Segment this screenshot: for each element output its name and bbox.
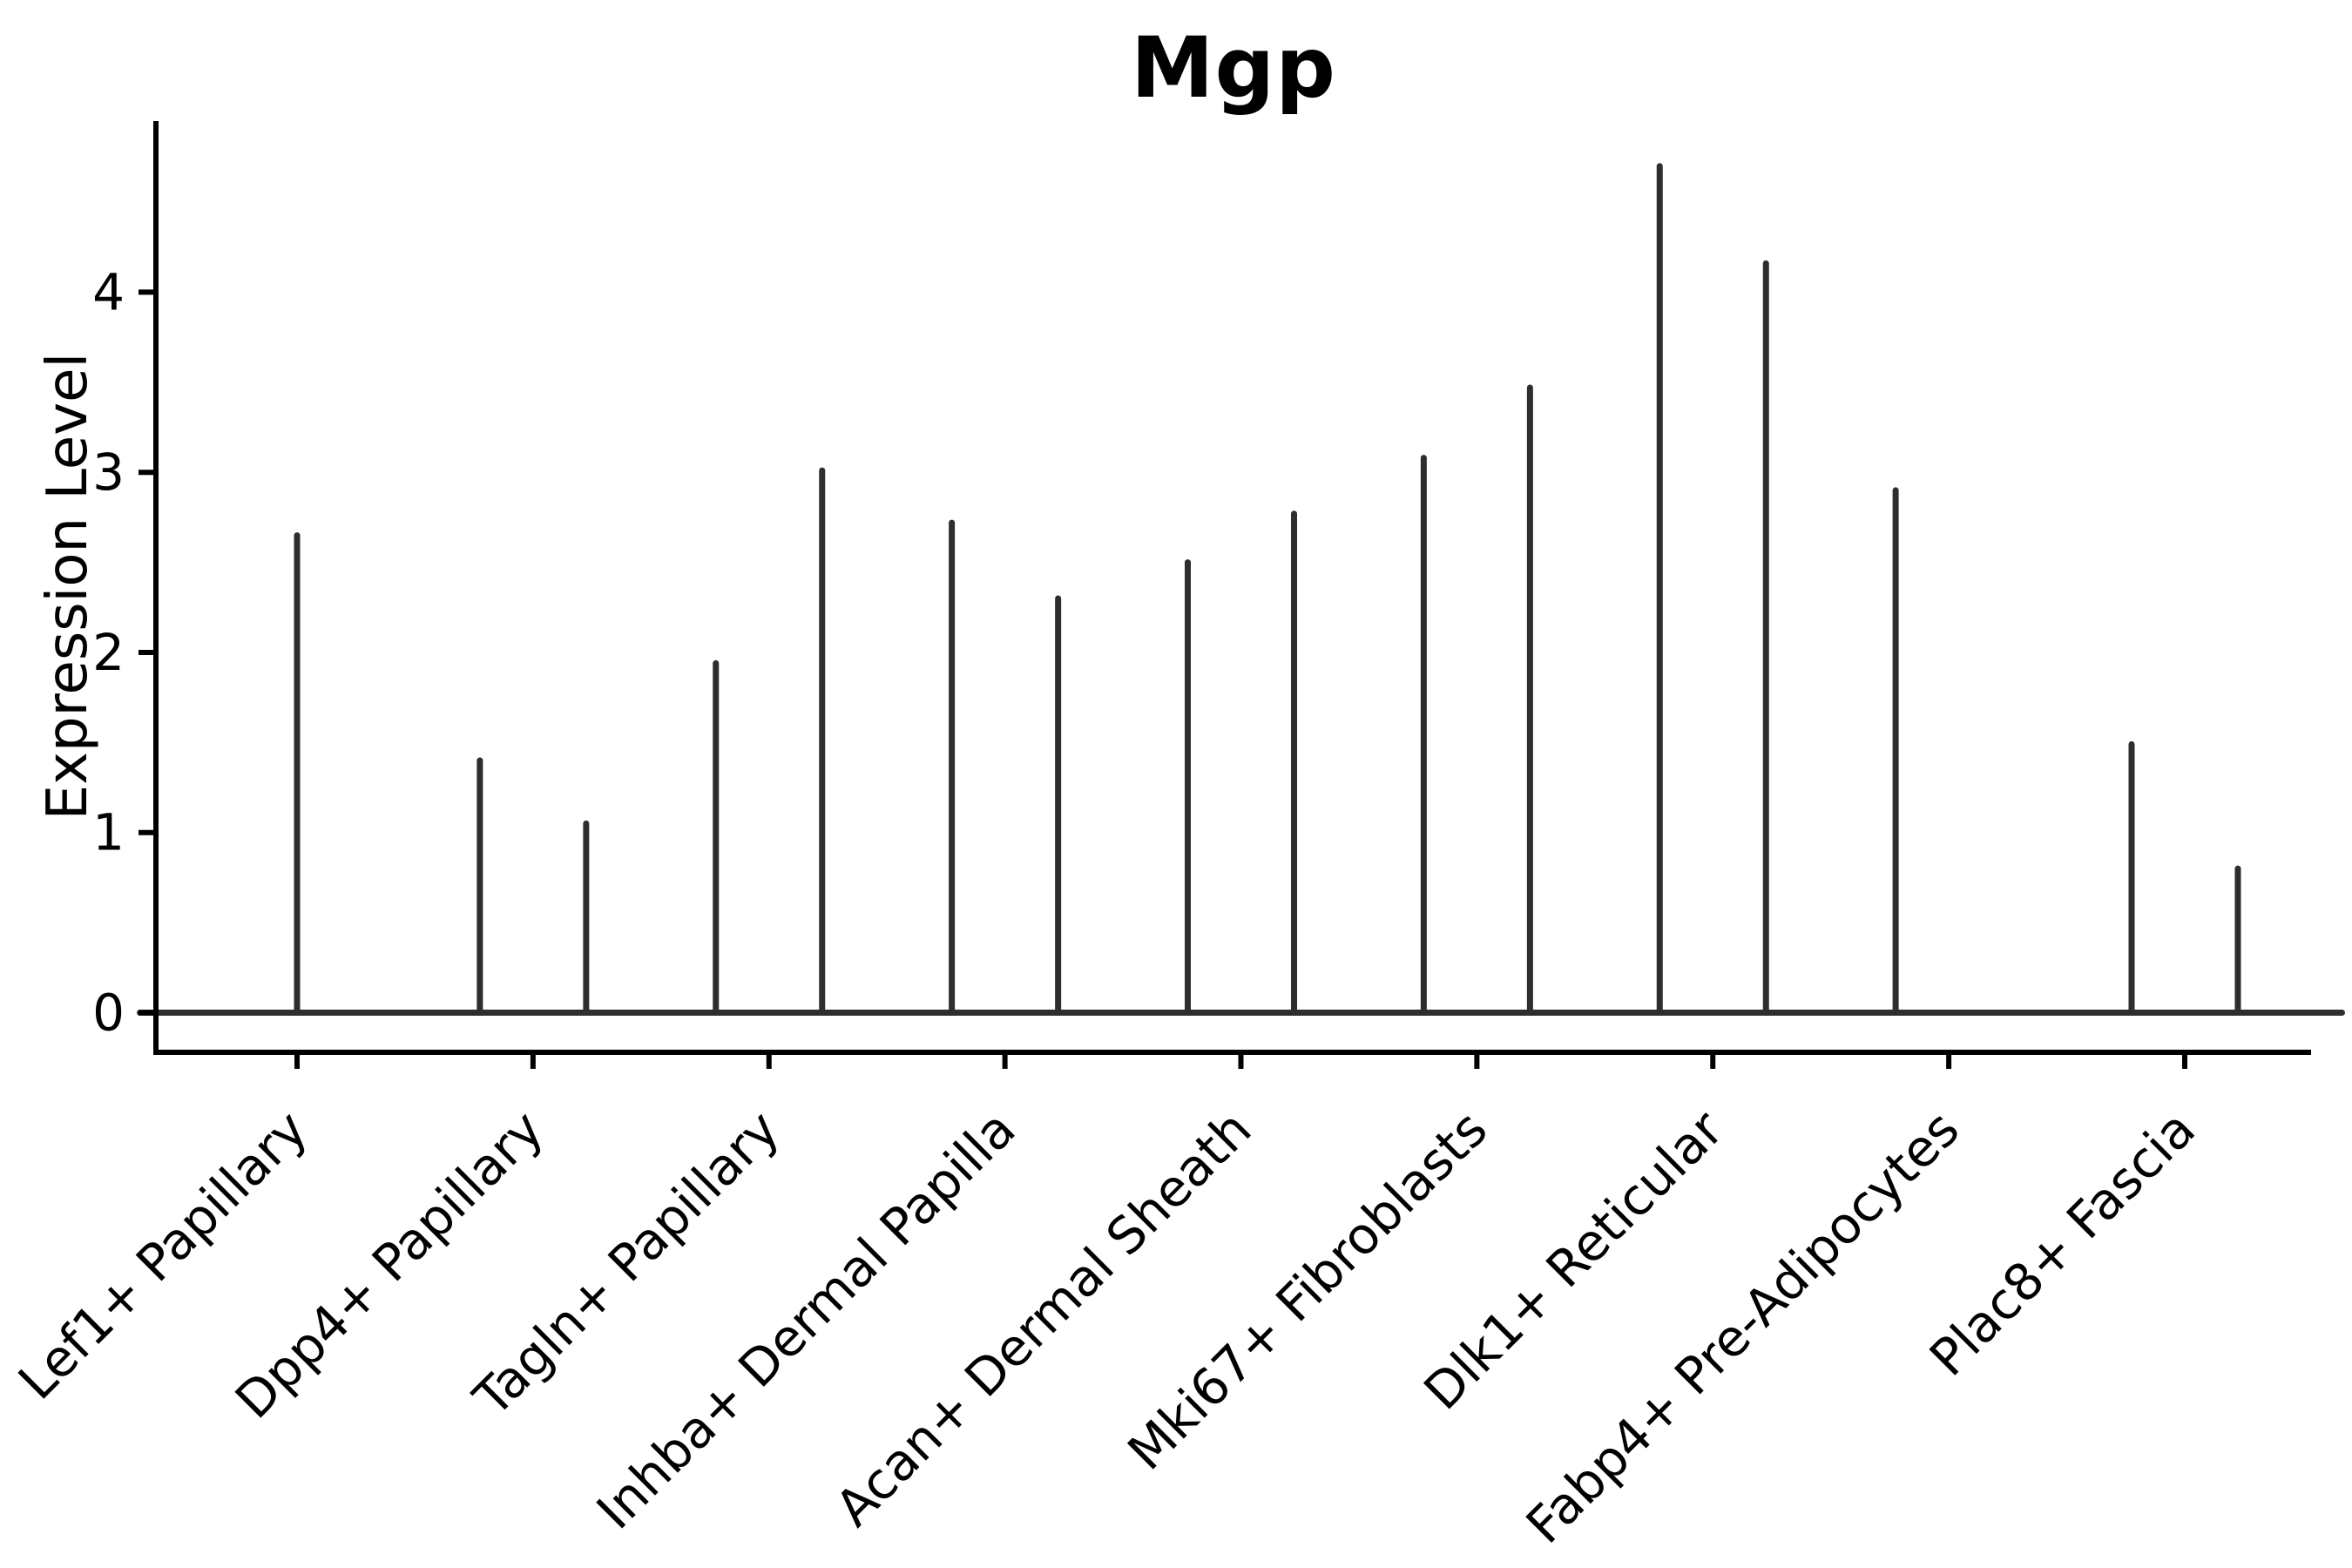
x-tick-label: Fabp4+ Pre-Adipocytes <box>1515 1099 1970 1555</box>
y-tick-label: 3 <box>92 443 125 502</box>
y-tick-label: 0 <box>92 983 125 1043</box>
y-tick-label: 4 <box>92 262 125 321</box>
plot-title: Mgp <box>1131 19 1336 117</box>
y-tick-label: 2 <box>92 623 125 682</box>
x-tick-label: Inhba+ Dermal Papilla <box>585 1099 1027 1541</box>
x-tick-label: Acan+ Dermal Sheath <box>824 1099 1262 1538</box>
y-tick-label: 1 <box>92 803 125 862</box>
